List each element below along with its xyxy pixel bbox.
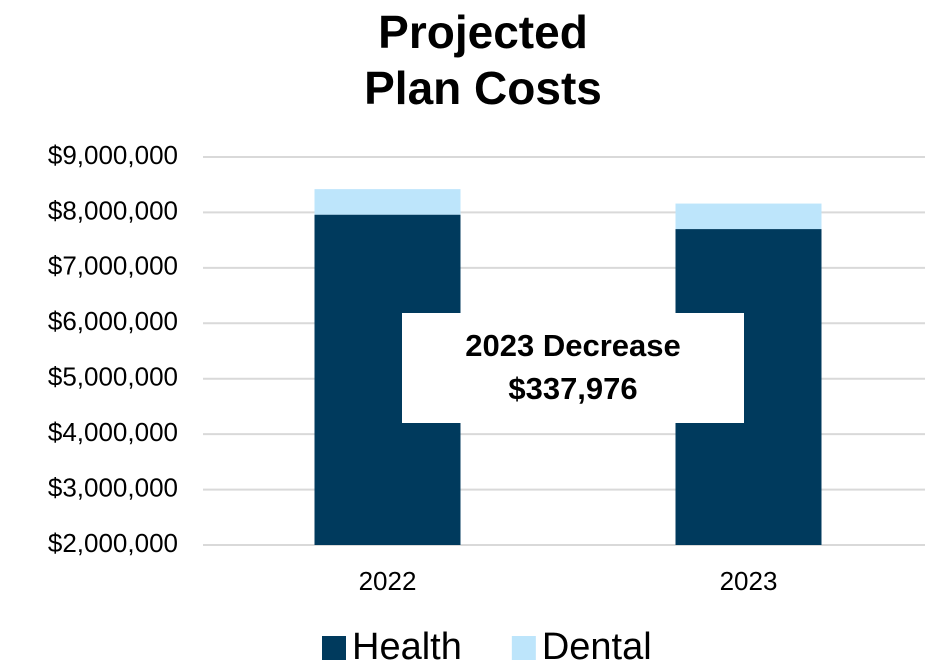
legend-swatch <box>511 636 536 660</box>
y-tick-label: $5,000,000 <box>48 362 178 392</box>
annotation-box <box>402 313 744 423</box>
annotation: 2023 Decrease <box>465 328 680 363</box>
y-tick-label: $4,000,000 <box>48 417 178 447</box>
y-tick-label: $2,000,000 <box>48 528 178 558</box>
y-tick-label: $8,000,000 <box>48 195 178 225</box>
bar-segment <box>675 203 822 230</box>
x-tick-label: 2022 <box>359 566 417 596</box>
chart-title: Projected Plan Costs <box>364 6 602 114</box>
annotation: $337,976 <box>508 371 637 406</box>
x-tick-label: 2023 <box>720 566 778 596</box>
legend-label: Health <box>352 626 462 666</box>
legend-swatch <box>322 636 346 660</box>
y-tick-label: $3,000,000 <box>48 472 178 502</box>
y-tick-label: $9,000,000 <box>48 140 178 170</box>
legend-label: Dental <box>542 626 652 666</box>
y-tick-label: $7,000,000 <box>48 251 178 281</box>
bar-segment <box>314 189 461 215</box>
y-tick-label: $6,000,000 <box>48 306 178 336</box>
